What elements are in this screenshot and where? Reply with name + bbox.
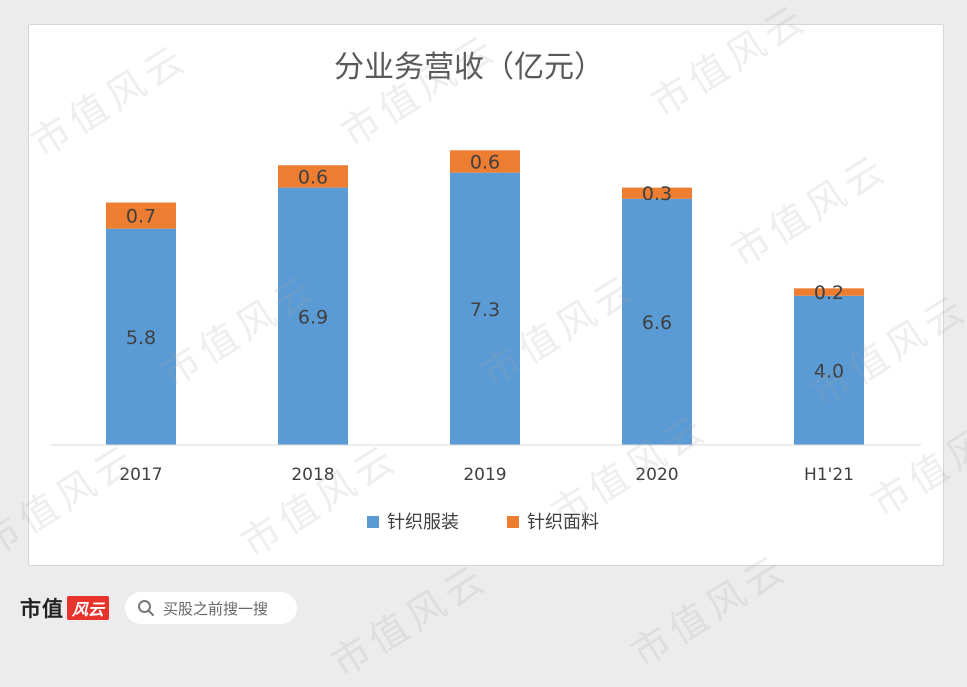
data-label-fabric-2: 0.6 bbox=[470, 151, 500, 173]
data-label-knitwear-1: 6.9 bbox=[298, 306, 328, 328]
bar-knitwear-0 bbox=[106, 228, 176, 445]
data-label-knitwear-2: 7.3 bbox=[470, 299, 500, 321]
data-label-knitwear-4: 4.0 bbox=[814, 360, 844, 382]
data-label-knitwear-0: 5.8 bbox=[126, 327, 156, 349]
bar-knitwear-2 bbox=[450, 172, 520, 445]
legend-swatch-0 bbox=[367, 516, 379, 528]
bar-knitwear-4 bbox=[794, 295, 864, 445]
x-tick-label-3: 2020 bbox=[635, 465, 678, 485]
data-label-knitwear-3: 6.6 bbox=[642, 312, 672, 334]
x-tick-label-4: H1'21 bbox=[804, 465, 854, 485]
legend-label-1: 针织面料 bbox=[527, 512, 599, 533]
data-label-fabric-1: 0.6 bbox=[298, 166, 328, 188]
x-tick-label-0: 2017 bbox=[119, 465, 162, 485]
data-label-fabric-0: 0.7 bbox=[126, 206, 156, 228]
x-tick-label-1: 2018 bbox=[291, 465, 334, 485]
chart-card: 分业务营收（亿元） 5.8 0.7 2017 6.9 0.6 2018 7.3 0.6 2019 6… bbox=[28, 24, 944, 566]
data-label-fabric-3: 0.3 bbox=[642, 183, 672, 205]
bar-fabric-1 bbox=[278, 165, 348, 188]
bar-knitwear-3 bbox=[622, 198, 692, 445]
chart-title: 分业务营收（亿元） bbox=[334, 50, 604, 85]
search-placeholder: 买股之前搜一搜 bbox=[163, 599, 269, 618]
footer-bar: 市值 风云 买股之前搜一搜 bbox=[0, 580, 967, 638]
search-box[interactable]: 买股之前搜一搜 bbox=[125, 592, 297, 624]
data-label-fabric-4: 0.2 bbox=[814, 282, 844, 304]
x-tick-label-2: 2019 bbox=[463, 465, 506, 485]
bar-fabric-3 bbox=[622, 187, 692, 199]
bar-fabric-0 bbox=[106, 202, 176, 229]
bar-knitwear-1 bbox=[278, 187, 348, 445]
legend-swatch-1 bbox=[507, 516, 519, 528]
brand-name: 市值 bbox=[20, 596, 64, 621]
bar-fabric-4 bbox=[794, 288, 864, 296]
search-icon bbox=[138, 600, 154, 616]
brand-logo[interactable]: 市值 风云 bbox=[20, 594, 110, 622]
brand-badge: 风云 bbox=[67, 596, 110, 620]
stacked-bar-chart: 分业务营收（亿元） 5.8 0.7 2017 6.9 0.6 2018 7.3 0.6 2019 6… bbox=[51, 50, 921, 533]
bar-fabric-2 bbox=[450, 150, 520, 173]
legend-label-0: 针织服装 bbox=[387, 512, 459, 533]
